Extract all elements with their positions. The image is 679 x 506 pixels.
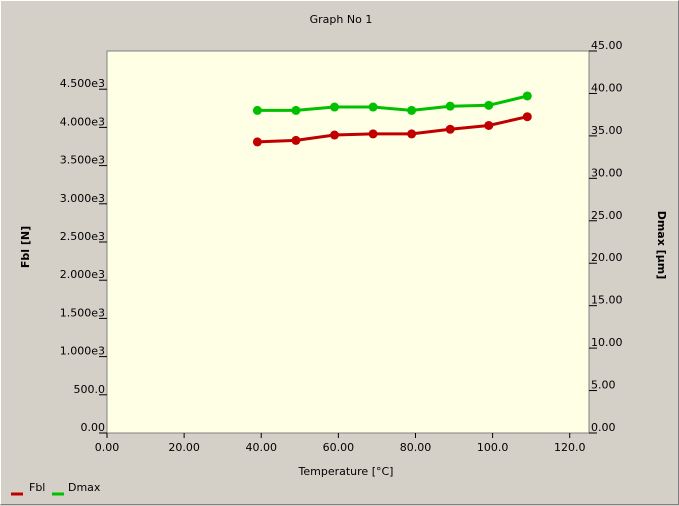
y-tick-label: 500.0	[74, 383, 106, 396]
legend-label-fbl: Fbl	[29, 481, 45, 494]
data-point-fbl	[445, 124, 455, 134]
data-point-fbl	[368, 129, 378, 139]
series-line-fbl	[257, 115, 528, 144]
y-tick-label: 4.500e3	[60, 77, 105, 90]
data-point-dmax	[368, 102, 378, 112]
x-tick-label: 120.0	[554, 441, 586, 454]
data-point-dmax	[330, 102, 340, 112]
series-layer	[252, 91, 532, 147]
data-point-fbl	[291, 135, 301, 145]
y2-tick-label: 45.00	[591, 39, 623, 52]
data-point-fbl	[407, 129, 417, 139]
data-point-dmax	[484, 100, 494, 110]
data-point-fbl	[484, 120, 494, 130]
axes: 0.00 20.00 40.00 60.00 80.00 100.0 120.0 0.00 50…	[60, 39, 623, 454]
data-point-fbl	[330, 130, 340, 140]
data-point-dmax	[445, 101, 455, 111]
x-tick-label: 0.00	[95, 441, 120, 454]
plot-area	[106, 50, 590, 434]
y-tick-label: 1.500e3	[60, 306, 105, 319]
data-point-dmax	[522, 91, 532, 101]
x-tick-label: 20.00	[168, 441, 200, 454]
y2-tick-label: 25.00	[591, 209, 623, 222]
y2-tick-label: 10.00	[591, 336, 623, 349]
data-point-fbl	[522, 112, 532, 122]
data-point-dmax	[407, 105, 417, 115]
x-tick-label: 80.00	[400, 441, 432, 454]
data-point-dmax	[291, 105, 301, 115]
legend: Fbl Dmax	[11, 481, 101, 496]
y-tick-label: 3.500e3	[60, 154, 105, 167]
y2-tick-label: 0.00	[591, 421, 616, 434]
x-axis-label: Temperature [°C]	[298, 465, 394, 478]
series-line-dmax	[257, 94, 528, 112]
data-point-dmax	[252, 105, 262, 115]
y2-tick-label: 15.00	[591, 294, 623, 307]
y-tick-label: 2.000e3	[60, 268, 105, 281]
y2-tick-label: 5.00	[591, 379, 616, 392]
y-tick-label: 2.500e3	[60, 230, 105, 243]
y-tick-label: 4.000e3	[60, 115, 105, 128]
y2-tick-label: 30.00	[591, 166, 623, 179]
y2-tick-label: 35.00	[591, 124, 623, 137]
chart-title: Graph No 1	[310, 13, 373, 26]
x-tick-label: 100.0	[477, 441, 509, 454]
x-tick-label: 60.00	[323, 441, 355, 454]
x-tick-label: 40.00	[245, 441, 277, 454]
legend-label-dmax: Dmax	[68, 481, 101, 494]
y-tick-label: 0.00	[81, 421, 106, 434]
data-point-fbl	[252, 137, 262, 147]
y2-tick-label: 20.00	[591, 251, 623, 264]
y-tick-label: 3.000e3	[60, 192, 105, 205]
y-tick-label: 1.000e3	[60, 345, 105, 358]
y-axis-label: Fbl [N]	[19, 226, 32, 268]
y2-tick-label: 40.00	[591, 81, 623, 94]
y2-axis-label: Dmax [µm]	[655, 211, 668, 280]
